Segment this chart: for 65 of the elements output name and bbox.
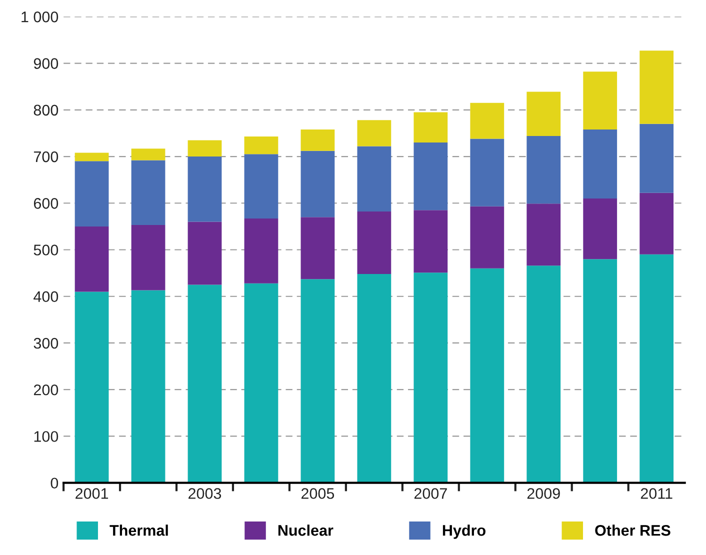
bar	[188, 140, 222, 157]
bar	[244, 154, 278, 219]
y-tick-label: 400	[34, 291, 58, 302]
bar	[414, 112, 448, 143]
bar	[583, 129, 618, 198]
bar	[131, 225, 166, 290]
x-tick-label: 2009	[527, 488, 560, 499]
bar	[131, 290, 166, 483]
x-tick-label: 2003	[188, 488, 222, 499]
bar	[640, 124, 674, 193]
y-tick-label: 800	[34, 104, 58, 116]
bar	[357, 120, 392, 146]
x-tick-label: 2007	[414, 488, 447, 499]
bar	[188, 284, 222, 483]
bar	[244, 136, 278, 154]
bar	[74, 152, 109, 162]
bar	[640, 192, 674, 254]
bar	[470, 102, 504, 139]
bar	[414, 272, 448, 483]
bar	[300, 129, 335, 151]
bar	[526, 204, 561, 266]
y-tick-label: 300	[34, 338, 58, 349]
bar	[74, 161, 109, 226]
bar	[131, 148, 166, 160]
bar	[300, 279, 335, 483]
x-tick-label: 2001	[76, 488, 108, 499]
bar	[131, 160, 166, 226]
bar	[188, 156, 222, 222]
bar	[526, 266, 561, 483]
bar	[414, 210, 448, 273]
bar	[526, 92, 561, 136]
bar	[470, 268, 504, 483]
bar	[357, 146, 392, 212]
bar	[244, 218, 278, 284]
y-tick-label: 1 000	[22, 12, 58, 22]
y-tick-label: 200	[34, 384, 58, 396]
y-tick-label: 700	[34, 151, 58, 162]
bar	[300, 150, 335, 218]
bar	[583, 259, 618, 483]
x-tick-label: 2011	[640, 488, 672, 499]
bar	[470, 138, 504, 206]
bar	[188, 222, 222, 285]
bar	[357, 274, 392, 483]
bar	[414, 142, 448, 210]
legend-label: Other RES	[595, 524, 670, 536]
legend-label: Thermal	[110, 524, 168, 536]
bar	[74, 226, 109, 292]
bar	[583, 198, 618, 260]
bar	[640, 254, 674, 483]
legend-label: Nuclear	[278, 524, 334, 536]
y-tick-label: 600	[34, 198, 58, 209]
y-tick-label: 500	[34, 244, 58, 256]
bar	[300, 217, 335, 280]
bar	[583, 72, 618, 130]
x-tick-label: 2005	[301, 488, 334, 499]
bar	[244, 283, 278, 483]
bar	[526, 136, 561, 204]
bar	[74, 292, 109, 483]
legend-label: Hydro	[442, 524, 486, 539]
y-tick-label: 100	[34, 431, 58, 442]
y-tick-label: 900	[34, 58, 58, 69]
bar	[640, 50, 674, 124]
bar	[357, 212, 392, 274]
y-tick-label: 0	[50, 478, 58, 489]
bar	[470, 206, 504, 268]
